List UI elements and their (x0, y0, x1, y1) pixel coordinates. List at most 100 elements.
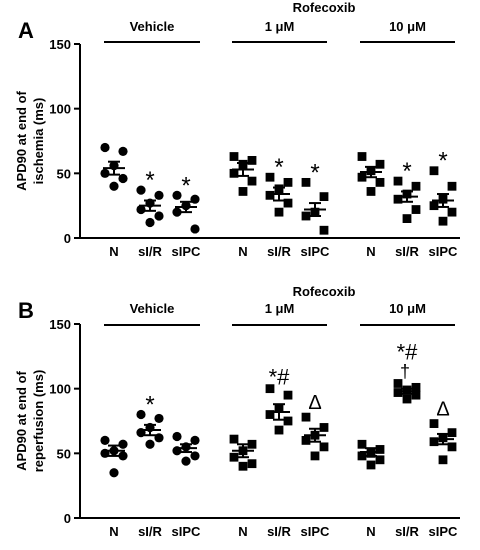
data-point (190, 451, 200, 461)
y-tick-label: 50 (57, 446, 71, 461)
data-point (375, 177, 385, 187)
data-point (118, 173, 128, 184)
data-point (172, 207, 182, 217)
data-point (172, 431, 182, 442)
data-point (145, 439, 155, 449)
series-sipc: * (172, 172, 200, 234)
data-point (375, 455, 385, 465)
x-tick-label: sIPC (429, 524, 459, 539)
drug-label: Rofecoxib (293, 284, 356, 299)
data-point (319, 192, 329, 202)
data-point (229, 168, 239, 178)
x-tick-label: sIPC (172, 524, 202, 539)
series-n (100, 142, 128, 191)
data-point (375, 445, 385, 454)
significance-marker: * (145, 167, 154, 194)
data-point (247, 439, 257, 449)
data-point (301, 177, 311, 187)
y-tick-label: 100 (49, 382, 71, 397)
asterisk: * (310, 159, 319, 186)
data-point (229, 452, 239, 462)
data-point (274, 207, 284, 217)
significance-marker: * (145, 392, 154, 419)
data-point (447, 428, 457, 438)
data-point (357, 152, 367, 161)
data-point (429, 419, 439, 428)
asterisk: * (181, 172, 190, 199)
data-point (357, 451, 367, 461)
series-sir: * (136, 392, 164, 449)
data-point (366, 187, 376, 196)
data-point (118, 146, 128, 156)
y-axis-label: reperfusion (ms) (31, 370, 46, 473)
asterisk: * (145, 392, 154, 419)
series-sir: * (265, 154, 293, 217)
series-sir: *#† (393, 339, 421, 404)
data-point (447, 442, 457, 452)
significance-marker: *# (269, 365, 291, 390)
data-point (109, 181, 119, 191)
y-axis-label: ischemia (ms) (31, 98, 46, 185)
data-point (319, 442, 329, 452)
data-point (393, 176, 403, 186)
data-point (402, 214, 412, 223)
data-point (100, 168, 110, 178)
data-point (190, 224, 200, 234)
data-point (154, 211, 164, 221)
panel-b: B Rofecoxib Vehicle 1 μM 10 μM 0 50 100 150 APD90… (14, 284, 460, 539)
delta-symbol: Δ (436, 399, 449, 421)
asterisk: * (274, 154, 283, 181)
x-tick-label: N (366, 244, 375, 259)
y-tick-label: 150 (49, 317, 71, 332)
data-point (229, 434, 239, 444)
data-point (319, 423, 329, 432)
data-point (319, 225, 329, 235)
data-point (247, 176, 257, 186)
data-point (411, 181, 421, 191)
x-tick-label: N (109, 244, 118, 259)
data-point (181, 456, 191, 466)
significance-marker: * (274, 154, 283, 181)
x-tick-label: N (238, 524, 247, 539)
data-point (447, 181, 457, 191)
data-point (154, 433, 164, 443)
series-sir: * (136, 167, 164, 228)
delta-symbol: Δ (308, 392, 321, 414)
significance-marker: Δ (308, 392, 321, 414)
x-tick-label: sI/R (138, 524, 162, 539)
data-point (190, 194, 200, 204)
series-sir: *# (265, 365, 293, 435)
group-header: Vehicle (130, 301, 175, 316)
group-header: Vehicle (130, 19, 175, 34)
y-axis-label: APD90 at end of (14, 90, 29, 190)
group-header: 10 μM (389, 19, 426, 34)
significance-marker: * (402, 158, 411, 185)
series-sipc: * (429, 148, 457, 226)
series-n (100, 435, 128, 478)
asterisk: * (145, 167, 154, 194)
data-point (283, 390, 293, 400)
data-point (357, 172, 367, 182)
data-point (301, 412, 311, 422)
x-tick-label: N (109, 524, 118, 539)
group-header: 1 μM (265, 301, 295, 316)
y-tick-label: 150 (49, 37, 71, 52)
y-tick-label: 100 (49, 102, 71, 117)
series-sipc: Δ (429, 399, 457, 465)
data-point (447, 207, 457, 217)
series-sipc: Δ (301, 392, 329, 461)
x-tick-label: sI/R (395, 524, 419, 539)
data-point (238, 187, 248, 196)
data-point (366, 460, 376, 470)
data-point (265, 410, 275, 419)
panel-a: A Rofecoxib Vehicle 1 μM 10 μM 0 50 100 150 APD90… (14, 0, 460, 259)
asterisk: * (438, 148, 447, 175)
x-tick-label: sI/R (395, 244, 419, 259)
data-point (411, 390, 421, 400)
data-point (411, 382, 421, 392)
data-point (109, 468, 119, 478)
x-tick-label: sI/R (138, 244, 162, 259)
series-n (229, 152, 257, 196)
y-axis-label: APD90 at end of (14, 370, 29, 470)
series-n (357, 152, 385, 196)
